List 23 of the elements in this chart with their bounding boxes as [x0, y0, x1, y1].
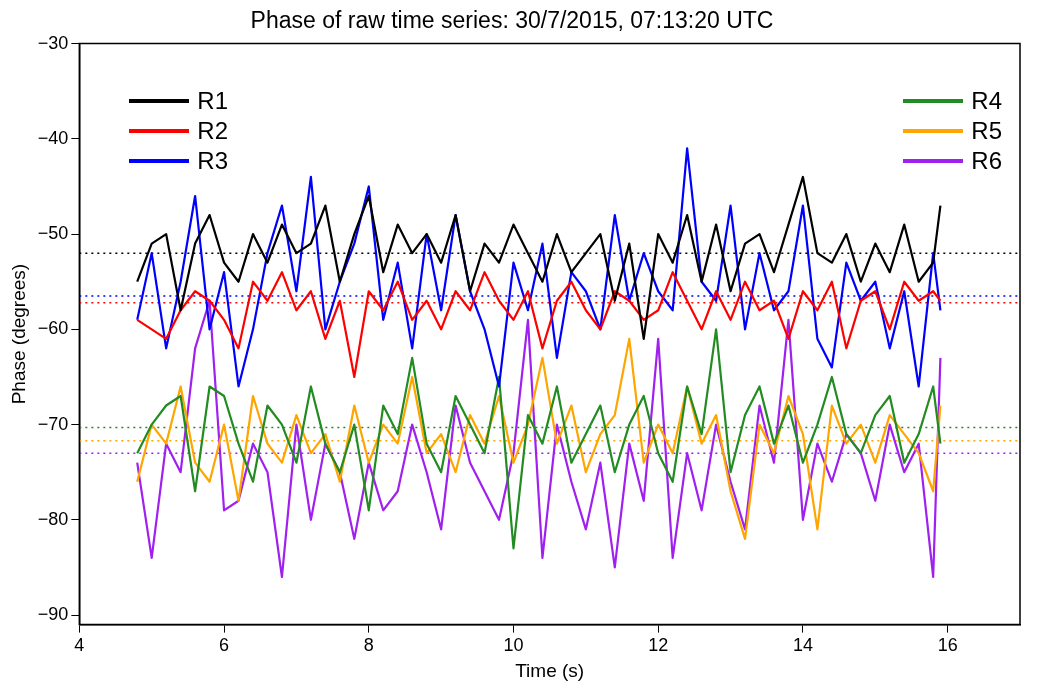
legend-label: R2 [197, 116, 229, 145]
y-tick-label: −70 [37, 413, 69, 434]
y-tick-label: −90 [37, 604, 69, 625]
x-tick-label: 8 [363, 635, 374, 656]
y-axis-title: Phase (degrees) [7, 263, 29, 405]
chart-title: Phase of raw time series: 30/7/2015, 07:13:20 UTC [250, 7, 774, 34]
x-tick-label: 16 [937, 635, 958, 656]
legend-label: R1 [197, 86, 229, 115]
x-tick-label: 14 [792, 635, 813, 656]
legend-label: R3 [197, 146, 229, 175]
y-tick-label: −60 [37, 318, 69, 339]
x-tick-label: 4 [74, 635, 85, 656]
legend-label: R6 [971, 146, 1002, 175]
y-tick-label: −30 [37, 32, 69, 53]
legend-label: R5 [971, 116, 1002, 145]
x-tick-label: 6 [219, 635, 230, 656]
y-tick-label: −80 [37, 508, 69, 529]
x-axis-title: Time (s) [515, 659, 585, 681]
x-tick-label: 10 [503, 635, 524, 656]
x-tick-label: 12 [648, 635, 669, 656]
y-tick-label: −40 [37, 127, 69, 148]
y-tick-label: −50 [37, 223, 69, 244]
legend-label: R4 [971, 86, 1002, 115]
